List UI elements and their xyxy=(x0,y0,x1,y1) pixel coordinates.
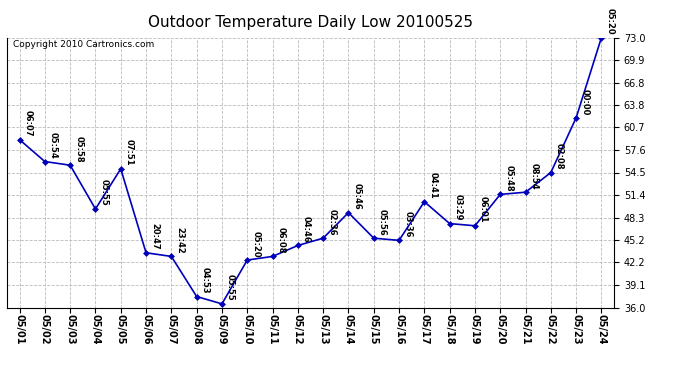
Text: 05:54: 05:54 xyxy=(49,132,58,159)
Text: 05:58: 05:58 xyxy=(75,136,83,162)
Text: Outdoor Temperature Daily Low 20100525: Outdoor Temperature Daily Low 20100525 xyxy=(148,15,473,30)
Text: 07:51: 07:51 xyxy=(125,140,134,166)
Text: 23:42: 23:42 xyxy=(175,227,184,254)
Text: 02:36: 02:36 xyxy=(327,209,336,236)
Text: 05:55: 05:55 xyxy=(226,274,235,301)
Text: 08:54: 08:54 xyxy=(530,163,539,189)
Text: 05:55: 05:55 xyxy=(99,180,108,206)
Text: 06:08: 06:08 xyxy=(277,227,286,254)
Text: 20:47: 20:47 xyxy=(150,224,159,250)
Text: 05:48: 05:48 xyxy=(504,165,513,192)
Text: 04:53: 04:53 xyxy=(201,267,210,294)
Text: 00:00: 00:00 xyxy=(580,88,589,115)
Text: 03:29: 03:29 xyxy=(454,194,463,221)
Text: 03:36: 03:36 xyxy=(403,211,412,238)
Text: 06:01: 06:01 xyxy=(479,196,488,223)
Text: 04:46: 04:46 xyxy=(302,216,311,243)
Text: 05:20: 05:20 xyxy=(251,231,260,257)
Text: 02:08: 02:08 xyxy=(555,143,564,170)
Text: 05:46: 05:46 xyxy=(353,183,362,210)
Text: 06:07: 06:07 xyxy=(23,110,32,137)
Text: Copyright 2010 Cartronics.com: Copyright 2010 Cartronics.com xyxy=(13,40,155,49)
Text: 05:20: 05:20 xyxy=(606,8,615,35)
Text: 05:56: 05:56 xyxy=(378,209,387,236)
Text: 04:41: 04:41 xyxy=(428,172,437,199)
